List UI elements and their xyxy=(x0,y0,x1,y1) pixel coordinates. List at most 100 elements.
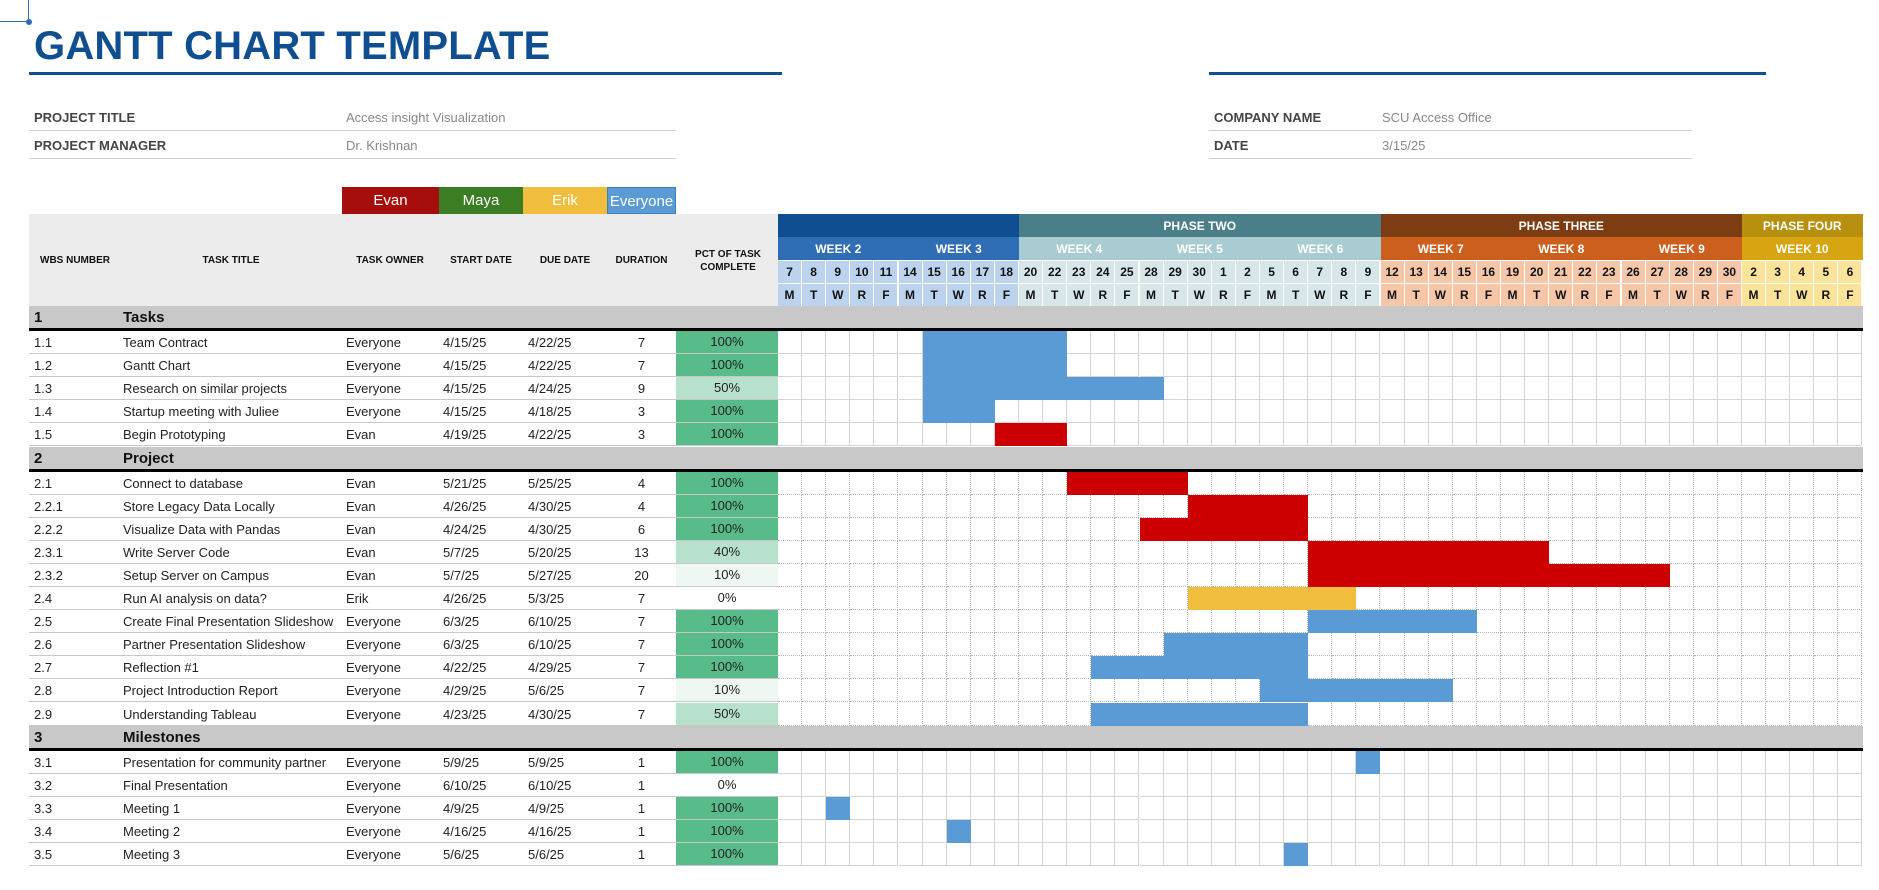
weekday-cell: W xyxy=(1187,284,1211,306)
gantt-cell xyxy=(1476,354,1501,378)
gantt-cell xyxy=(778,843,803,867)
start-date: 4/24/25 xyxy=(443,521,487,537)
row-divider xyxy=(29,562,778,564)
date-value: 3/15/25 xyxy=(1382,138,1426,153)
gantt-cell xyxy=(1790,517,1815,541)
gantt-cell xyxy=(1621,494,1646,518)
gantt-cell xyxy=(850,494,875,518)
gantt-row-grid xyxy=(778,773,1863,797)
gantt-cell xyxy=(1476,331,1501,355)
start-date: 4/23/25 xyxy=(443,706,487,722)
gantt-cell xyxy=(1549,354,1574,378)
gantt-cell xyxy=(1717,400,1742,424)
start-date: 5/7/25 xyxy=(443,567,480,583)
gantt-cell xyxy=(1621,702,1646,726)
gantt-cell xyxy=(1693,517,1718,541)
gantt-cell xyxy=(1549,679,1574,703)
gantt-cell xyxy=(1717,610,1742,634)
gantt-cell xyxy=(850,773,875,797)
gantt-cell xyxy=(1717,656,1742,680)
weekday-cell: F xyxy=(1235,284,1259,306)
gantt-cell xyxy=(1260,400,1285,424)
gantt-cell xyxy=(1525,610,1550,634)
gantt-cell xyxy=(874,843,899,867)
wbs-number: 2.8 xyxy=(34,683,53,699)
gantt-cell xyxy=(898,750,923,774)
gantt-cell xyxy=(1019,633,1044,657)
day-number-cell: 15 xyxy=(1452,261,1476,283)
gantt-cell xyxy=(994,773,1019,797)
gantt-cell xyxy=(1019,819,1044,843)
gantt-cell xyxy=(1163,773,1188,797)
gantt-cell xyxy=(1380,750,1405,774)
start-date: 6/3/25 xyxy=(443,637,480,653)
weekday-cell: M xyxy=(1380,284,1404,306)
gantt-cell xyxy=(946,633,971,657)
gantt-cell xyxy=(1452,423,1477,447)
gantt-cell xyxy=(970,633,995,657)
gantt-cell xyxy=(1308,331,1333,355)
pct-complete-cell: 0% xyxy=(676,773,778,796)
gantt-cell xyxy=(1139,354,1164,378)
due-date: 5/9/25 xyxy=(528,754,565,770)
gantt-cell xyxy=(1525,331,1550,355)
gantt-cell xyxy=(1597,471,1622,495)
gantt-cell xyxy=(1790,633,1815,657)
pct-complete-cell: 100% xyxy=(676,750,778,773)
gantt-cell xyxy=(1790,656,1815,680)
gantt-cell xyxy=(1260,423,1285,447)
gantt-cell xyxy=(1284,610,1309,634)
gantt-cell xyxy=(1043,471,1068,495)
gantt-cell xyxy=(1067,540,1092,564)
gantt-cell xyxy=(1380,423,1405,447)
gantt-cell xyxy=(1332,819,1357,843)
gantt-cell xyxy=(826,517,851,541)
gantt-cell xyxy=(1019,471,1044,495)
gantt-cell xyxy=(1838,331,1863,355)
gantt-cell xyxy=(1549,494,1574,518)
gantt-cell xyxy=(1573,331,1598,355)
gantt-cell xyxy=(1766,610,1791,634)
gantt-cell xyxy=(1452,796,1477,820)
gantt-cell xyxy=(1139,587,1164,611)
gantt-cell xyxy=(1669,610,1694,634)
gantt-cell xyxy=(1260,540,1285,564)
gantt-cell xyxy=(802,563,827,587)
gantt-bar xyxy=(1187,587,1357,611)
gantt-cell xyxy=(1211,471,1236,495)
gantt-cell xyxy=(946,843,971,867)
gantt-cell xyxy=(1766,750,1791,774)
gantt-cell xyxy=(1115,773,1140,797)
row-divider xyxy=(29,772,778,774)
gantt-cell xyxy=(1019,400,1044,424)
wbs-number: 1.5 xyxy=(34,427,53,443)
gantt-cell xyxy=(1838,354,1863,378)
duration: 7 xyxy=(637,335,646,350)
gantt-cell xyxy=(1838,517,1863,541)
weekday-cell: W xyxy=(1428,284,1452,306)
gantt-cell xyxy=(1260,843,1285,867)
gantt-cell xyxy=(1260,610,1285,634)
gantt-cell xyxy=(778,471,803,495)
gantt-cell xyxy=(1428,656,1453,680)
gantt-cell xyxy=(1597,423,1622,447)
legend-evan: Evan xyxy=(342,187,439,214)
gantt-cell xyxy=(778,796,803,820)
gantt-cell xyxy=(1693,400,1718,424)
gantt-cell xyxy=(826,331,851,355)
gantt-cell xyxy=(1187,331,1212,355)
gantt-cell xyxy=(922,471,947,495)
gantt-cell xyxy=(826,656,851,680)
gantt-cell xyxy=(1621,796,1646,820)
gantt-cell xyxy=(874,494,899,518)
gantt-cell xyxy=(1693,610,1718,634)
gantt-cell xyxy=(1091,423,1116,447)
gantt-cell xyxy=(1091,633,1116,657)
task-owner: Erik xyxy=(346,591,369,606)
gantt-cell xyxy=(898,563,923,587)
gantt-cell xyxy=(1043,400,1068,424)
pct-complete-cell: 100% xyxy=(676,843,778,866)
gantt-cell xyxy=(1525,702,1550,726)
gantt-cell xyxy=(1067,843,1092,867)
gantt-cell xyxy=(1645,819,1670,843)
